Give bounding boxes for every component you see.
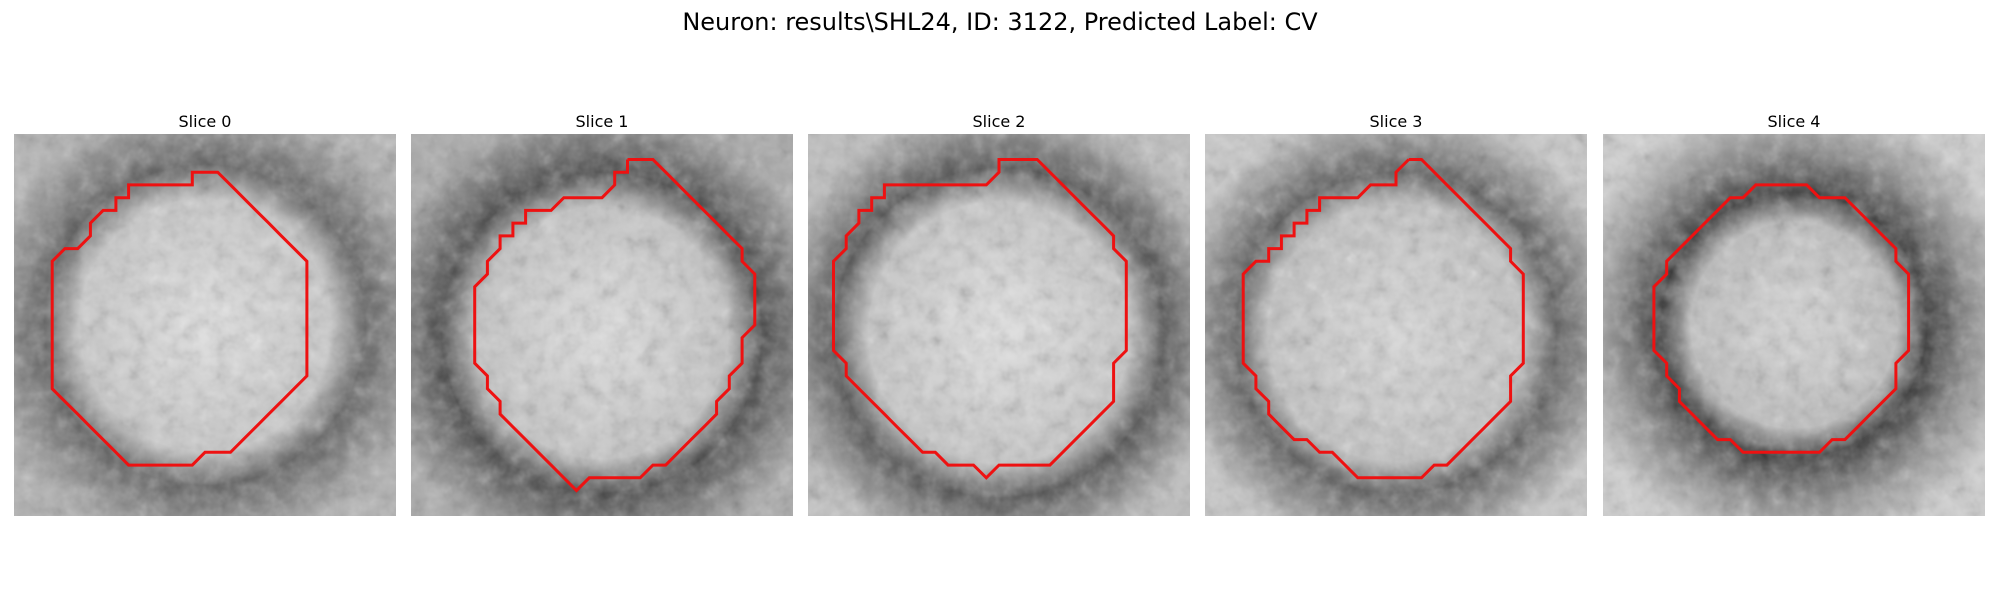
predicted-contour	[1652, 183, 1911, 454]
slice-image	[14, 134, 396, 516]
predicted-contour	[1241, 158, 1525, 480]
slice-texture	[1603, 134, 1985, 516]
slice-title: Slice 2	[972, 112, 1026, 131]
slice-texture	[808, 134, 1190, 516]
slice-image	[1603, 134, 1985, 516]
slice-image	[808, 134, 1190, 516]
slice-texture	[411, 134, 793, 516]
slice-texture	[14, 134, 396, 516]
slice-panel-0: Slice 0	[14, 110, 396, 516]
slice-panel-3: Slice 3	[1205, 110, 1587, 516]
slice-texture	[1205, 134, 1587, 516]
predicted-contour	[473, 158, 757, 493]
figure-title: Neuron: results\SHL24, ID: 3122, Predict…	[682, 8, 1318, 36]
slice-image	[1205, 134, 1587, 516]
slice-panel-2: Slice 2	[808, 110, 1190, 516]
slice-panel-4: Slice 4	[1603, 110, 1985, 516]
predicted-contour	[50, 170, 309, 467]
slice-image	[411, 134, 793, 516]
predicted-contour	[832, 158, 1128, 480]
slice-panel-1: Slice 1	[411, 110, 793, 516]
slice-title: Slice 4	[1767, 112, 1821, 131]
slice-title: Slice 0	[178, 112, 232, 131]
slice-title: Slice 1	[575, 112, 629, 131]
slice-title: Slice 3	[1369, 112, 1423, 131]
